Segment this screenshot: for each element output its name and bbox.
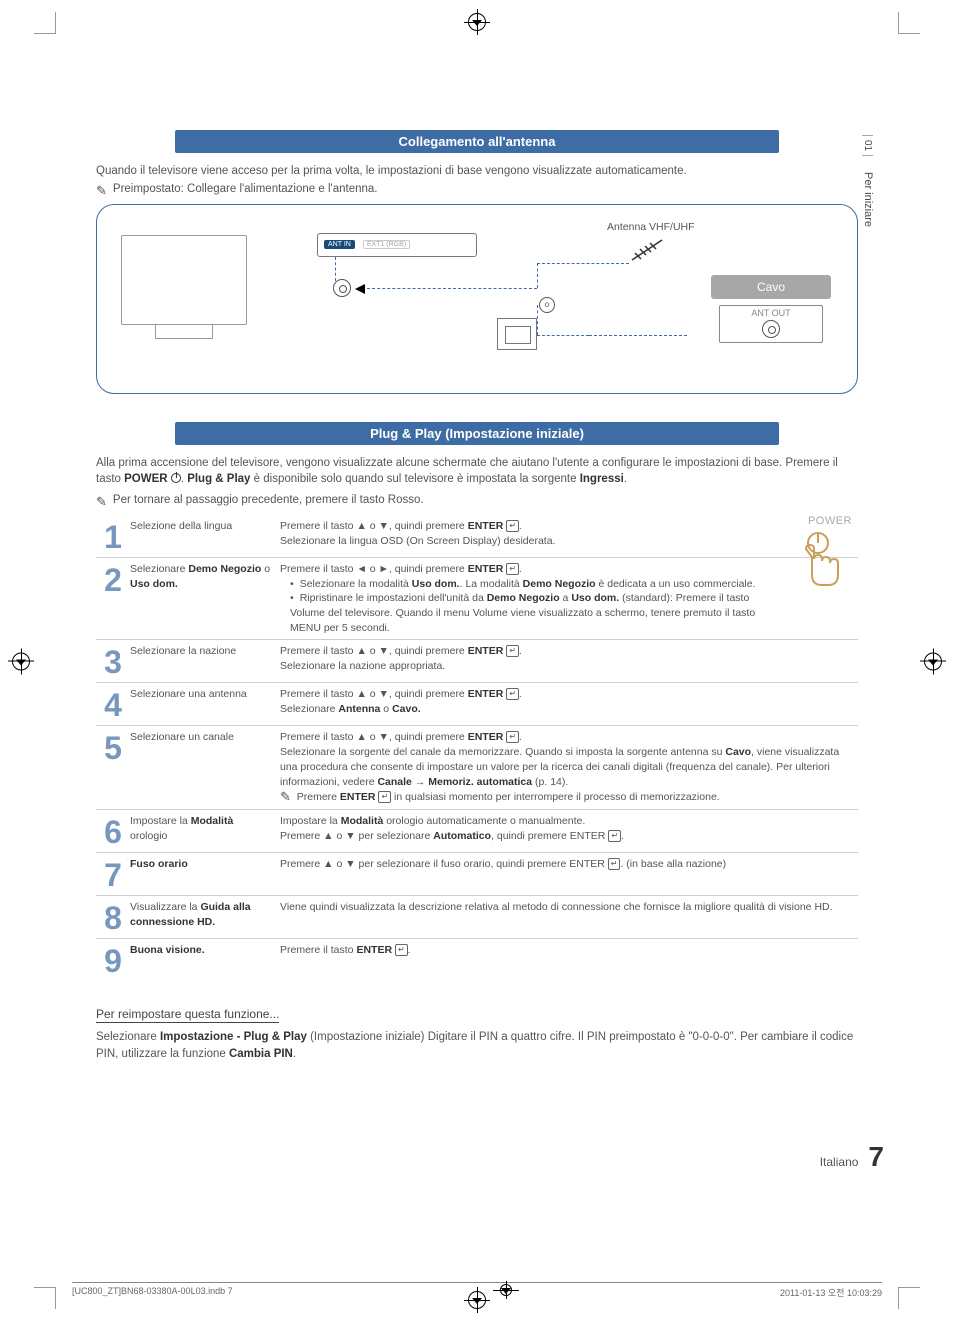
- reset-body: Selezionare Impostazione - Plug & Play (…: [96, 1029, 858, 1062]
- coax-port-icon: [333, 279, 351, 297]
- section-tab-label: Per iniziare: [862, 156, 874, 242]
- diagram-line: [589, 335, 687, 336]
- note-icon: ✎: [96, 184, 107, 197]
- footer-page-number: 7: [868, 1141, 884, 1173]
- step-row: 8Visualizzare la Guida alla connessione …: [96, 896, 858, 939]
- diagram-line: [537, 263, 629, 264]
- step-row: 4Selezionare una antennaPremere il tasto…: [96, 683, 858, 726]
- crop-mark-bl: [34, 1287, 56, 1309]
- step-row: 3Selezionare la nazionePremere il tasto …: [96, 640, 858, 683]
- diagram-line: [367, 288, 537, 289]
- registration-mark-top: [468, 12, 486, 31]
- step-number: 5: [96, 730, 130, 804]
- step-title: Buona visione.: [130, 943, 280, 977]
- step-number: 6: [96, 814, 130, 848]
- pp-power-word: POWER: [124, 473, 167, 485]
- reset-section: Per reimpostare questa funzione... Selez…: [96, 981, 858, 1062]
- ant-out-port-icon: [762, 320, 780, 338]
- step-row: 2Selezionare Demo Negozio o Uso dom.Prem…: [96, 558, 858, 640]
- tv-stand-icon: [155, 325, 213, 339]
- step-title: Visualizzare la Guida alla connessione H…: [130, 900, 280, 934]
- step-row: 5Selezionare un canalePremere il tasto ▲…: [96, 726, 858, 809]
- step-body: Viene quindi visualizzata la descrizione…: [280, 900, 858, 934]
- step-body: Impostare la Modalità orologio automatic…: [280, 814, 858, 848]
- print-footer-left: [UC800_ZT]BN68-03380A-00L03.indb 7: [72, 1286, 233, 1299]
- step-body: Premere il tasto ◄ o ►, quindi premere E…: [280, 562, 858, 635]
- step-body: Premere il tasto ENTER ↵.: [280, 943, 858, 977]
- step-number: 7: [96, 857, 130, 891]
- wall-plate-icon: [497, 318, 537, 350]
- step-title: Fuso orario: [130, 857, 280, 891]
- reset-heading: Per reimpostare questa funzione...: [96, 1007, 279, 1023]
- step-title: Selezionare una antenna: [130, 687, 280, 721]
- antenna-intro-text: Quando il televisore viene acceso per la…: [96, 163, 858, 180]
- registration-mark-footer: [500, 1284, 512, 1297]
- ant-out-box: ANT OUT: [719, 305, 823, 343]
- step-body: Premere il tasto ▲ o ▼, quindi premere E…: [280, 519, 858, 553]
- tv-outline-icon: [121, 235, 247, 325]
- step-title: Impostare la Modalità orologio: [130, 814, 280, 848]
- pp-intro-4: .: [624, 473, 627, 485]
- registration-mark-right: [924, 651, 942, 670]
- step-row: 7Fuso orarioPremere ▲ o ▼ per selezionar…: [96, 853, 858, 896]
- section-tab-number: 01: [862, 135, 873, 156]
- steps-table: POWER 1Selezione della linguaPremere il …: [96, 515, 858, 981]
- step-number: 1: [96, 519, 130, 553]
- step-row: 1Selezione della linguaPremere il tasto …: [96, 515, 858, 558]
- print-job-footer: [UC800_ZT]BN68-03380A-00L03.indb 7 2011-…: [72, 1282, 882, 1299]
- pp-ingressi-word: Ingressi: [580, 473, 624, 485]
- ext1-label: EXT1 (RGB): [363, 240, 410, 249]
- step-title: Selezione della lingua: [130, 519, 280, 553]
- registration-mark-left: [12, 651, 30, 670]
- pp-intro-3: è disponibile solo quando sul televisore…: [250, 473, 579, 485]
- antenna-diagram: ANT IN EXT1 (RGB) Antenna VHF/UHF o Cavo…: [96, 204, 858, 394]
- ant-in-label: ANT IN: [324, 240, 355, 249]
- plugplay-section-header: Plug & Play (Impostazione iniziale): [175, 422, 779, 445]
- plugplay-back-note-text: Per tornare al passaggio precedente, pre…: [113, 494, 424, 506]
- print-footer-right: 2011-01-13 오전 10:03:29: [780, 1286, 882, 1299]
- diagram-line: [537, 305, 538, 335]
- step-body: Premere il tasto ▲ o ▼, quindi premere E…: [280, 644, 858, 678]
- antenna-vhf-uhf-label: Antenna VHF/UHF: [607, 221, 695, 233]
- step-body: Premere il tasto ▲ o ▼, quindi premere E…: [280, 730, 858, 804]
- power-icon: [171, 473, 181, 483]
- step-body: Premere il tasto ▲ o ▼, quindi premere E…: [280, 687, 858, 721]
- antenna-section-header: Collegamento all'antenna: [175, 130, 779, 153]
- crop-mark-br: [898, 1287, 920, 1309]
- note-icon: ✎: [96, 495, 107, 508]
- step-body: Premere ▲ o ▼ per selezionare il fuso or…: [280, 857, 858, 891]
- diagram-line: [537, 335, 589, 336]
- step-title: Selezionare un canale: [130, 730, 280, 804]
- step-title: Selezionare la nazione: [130, 644, 280, 678]
- plugplay-intro: Alla prima accensione del televisore, ve…: [96, 455, 858, 488]
- or-label: o: [539, 297, 555, 313]
- crop-mark-tr: [898, 12, 920, 34]
- diagram-line: [537, 263, 538, 288]
- step-number: 3: [96, 644, 130, 678]
- crop-mark-tl: [34, 12, 56, 34]
- step-number: 2: [96, 562, 130, 635]
- ant-out-label: ANT OUT: [720, 308, 822, 318]
- plugplay-back-note: ✎ Per tornare al passaggio precedente, p…: [96, 494, 858, 507]
- footer-language: Italiano: [820, 1155, 859, 1169]
- page-footer: Italiano 7: [820, 1141, 884, 1173]
- step-number: 4: [96, 687, 130, 721]
- arrow-left-icon: [355, 284, 365, 294]
- antenna-icon: [627, 235, 667, 265]
- step-row: 6Impostare la Modalità orologioImpostare…: [96, 810, 858, 853]
- step-number: 8: [96, 900, 130, 934]
- tv-rear-panel: ANT IN EXT1 (RGB): [317, 233, 477, 257]
- diagram-line: [335, 257, 336, 281]
- antenna-preset-note-text: Preimpostato: Collegare l'alimentazione …: [113, 183, 378, 195]
- power-label: POWER: [808, 515, 852, 527]
- step-title: Selezionare Demo Negozio o Uso dom.: [130, 562, 280, 635]
- antenna-preset-note: ✎ Preimpostato: Collegare l'alimentazion…: [96, 183, 858, 196]
- step-number: 9: [96, 943, 130, 977]
- pp-plugplay-word: Plug & Play: [187, 473, 250, 485]
- cavo-label-box: Cavo: [711, 275, 831, 299]
- step-row: 9Buona visione.Premere il tasto ENTER ↵.: [96, 939, 858, 981]
- hand-pointer-icon: [788, 531, 848, 601]
- section-tab: 01 Per iniziare: [862, 135, 886, 255]
- page-content: Collegamento all'antenna Quando il telev…: [96, 130, 858, 1062]
